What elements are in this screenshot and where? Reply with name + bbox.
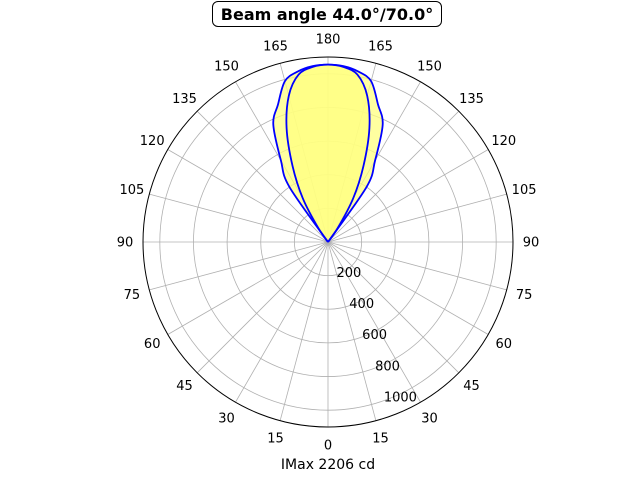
angular-grid-line <box>327 241 421 403</box>
angular-grid-line <box>149 241 329 291</box>
radial-tick-label: 600 <box>362 328 387 343</box>
angle-tick-label: 165 <box>368 39 393 54</box>
angle-tick-label: 30 <box>421 411 438 426</box>
radial-tick-label: 1000 <box>384 390 417 405</box>
angle-tick-label: 135 <box>459 92 484 107</box>
angle-tick-label: 90 <box>523 236 540 251</box>
angular-grid-line <box>327 149 489 243</box>
angular-grid-line <box>149 193 329 243</box>
angle-tick-label: 165 <box>263 39 288 54</box>
angle-tick-label: 90 <box>117 236 134 251</box>
angular-grid-line <box>196 241 329 374</box>
radial-tick-label: 400 <box>349 297 374 312</box>
angle-tick-label: 75 <box>516 288 533 303</box>
angle-tick-label: 60 <box>144 337 161 352</box>
angle-tick-label: 15 <box>372 432 389 447</box>
angular-grid-line <box>196 110 329 243</box>
radial-tick-label: 200 <box>336 266 361 281</box>
angle-tick-label: 105 <box>512 183 537 198</box>
angle-tick-label: 30 <box>218 411 235 426</box>
angle-tick-label: 75 <box>124 288 141 303</box>
angle-tick-label: 105 <box>119 183 144 198</box>
angle-tick-label: 180 <box>316 33 341 48</box>
angle-tick-label: 0 <box>324 439 332 454</box>
angle-tick-label: 45 <box>176 379 193 394</box>
angular-grid-line <box>167 241 329 335</box>
radial-tick-label: 800 <box>375 359 400 374</box>
angle-tick-label: 120 <box>491 134 516 149</box>
angular-grid-line <box>327 241 460 374</box>
series-line-inner <box>285 63 371 243</box>
angular-grid-line <box>327 241 489 335</box>
angular-grid-line <box>167 149 329 243</box>
angular-grid-line <box>327 110 460 243</box>
angle-tick-label: 150 <box>214 60 239 75</box>
angle-tick-label: 60 <box>496 337 513 352</box>
angular-grid-line <box>279 241 329 421</box>
angular-grid-line <box>327 193 507 243</box>
polar-frame <box>142 56 514 428</box>
angular-grid-line <box>327 241 507 291</box>
angle-tick-label: 45 <box>463 379 480 394</box>
angular-grid-line <box>235 241 329 403</box>
beam-fill-inner <box>286 64 370 242</box>
angle-tick-label: 15 <box>267 432 284 447</box>
angle-tick-label: 150 <box>417 60 442 75</box>
angle-tick-label: 120 <box>140 134 165 149</box>
angular-grid-line <box>327 241 377 421</box>
chart-title: Beam angle 44.0°/70.0° <box>212 1 442 27</box>
x-axis-label: IMax 2206 cd <box>280 457 376 473</box>
angle-tick-label: 135 <box>172 92 197 107</box>
